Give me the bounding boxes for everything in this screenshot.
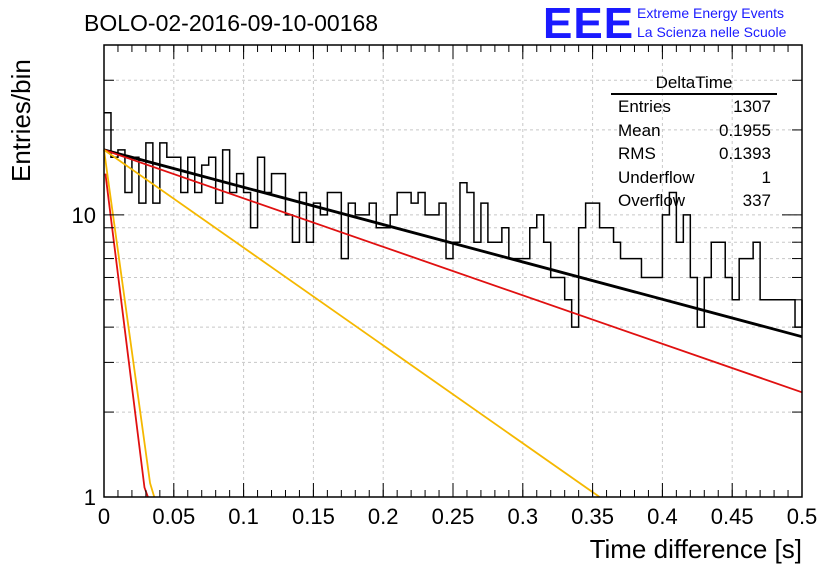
stat-label: RMS: [618, 144, 656, 163]
stat-value: 1: [761, 167, 771, 187]
stat-value: 1307: [733, 97, 771, 116]
x-tick-label: 0.5: [787, 504, 818, 529]
stat-row-underflow: Underflow 1: [611, 166, 777, 190]
stat-label: Overflow: [618, 191, 686, 210]
y-tick-label: 1: [84, 485, 96, 510]
logo-line-2: La Scienza nelle Scuole: [637, 24, 787, 40]
x-tick-label: 0.35: [571, 504, 614, 529]
stats-box: DeltaTime Entries 1307 Mean 0.1955 RMS 0.13…: [611, 74, 777, 213]
stat-value: 0.1393: [719, 144, 771, 163]
fit-lines: [103, 148, 803, 498]
fit-line-4: [103, 149, 156, 498]
stat-row-overflow: Overflow 337: [611, 189, 777, 213]
stat-row-entries: Entries 1307: [611, 95, 777, 119]
stat-label: Underflow: [618, 167, 695, 187]
stat-value: 0.1955: [719, 120, 771, 140]
chart-title: BOLO-02-2016-09-10-00168: [84, 10, 379, 36]
x-tick-labels: 0 0.05 0.1 0.15 0.2 0.25 0.3 0.35 0.4 0.45 0.5: [98, 504, 817, 529]
eee-logo: EEE: [543, 0, 635, 48]
stat-row-rms: RMS 0.1393: [611, 142, 777, 166]
stats-title: DeltaTime: [611, 74, 777, 95]
stat-row-mean: Mean 0.1955: [611, 119, 777, 143]
x-tick-label: 0.4: [647, 504, 678, 529]
fit-line-2: [103, 149, 601, 498]
y-axis-label: Entries/bin: [6, 59, 36, 182]
x-tick-label: 0.1: [228, 504, 259, 529]
x-tick-label: 0.45: [711, 504, 754, 529]
x-axis-label: Time difference [s]: [589, 534, 802, 564]
x-tick-label: 0: [98, 504, 110, 529]
histogram-step: [104, 112, 803, 328]
stat-label: Entries: [618, 97, 671, 116]
fit-line-0: [103, 148, 803, 339]
x-tick-label: 0.2: [368, 504, 399, 529]
stat-label: Mean: [618, 120, 661, 140]
x-tick-label: 0.05: [152, 504, 195, 529]
x-tick-label: 0.3: [508, 504, 539, 529]
y-tick-labels: 1 10: [72, 203, 96, 510]
fit-line-3: [104, 173, 149, 498]
stat-value: 337: [742, 191, 771, 210]
histogram-bars: [104, 112, 803, 328]
y-tick-label: 10: [72, 203, 96, 228]
logo-line-1: Extreme Energy Events: [637, 5, 785, 21]
x-tick-label: 0.15: [292, 504, 335, 529]
fit-line-1: [103, 148, 803, 394]
axis-ticks: [103, 44, 803, 498]
x-tick-label: 0.25: [432, 504, 475, 529]
